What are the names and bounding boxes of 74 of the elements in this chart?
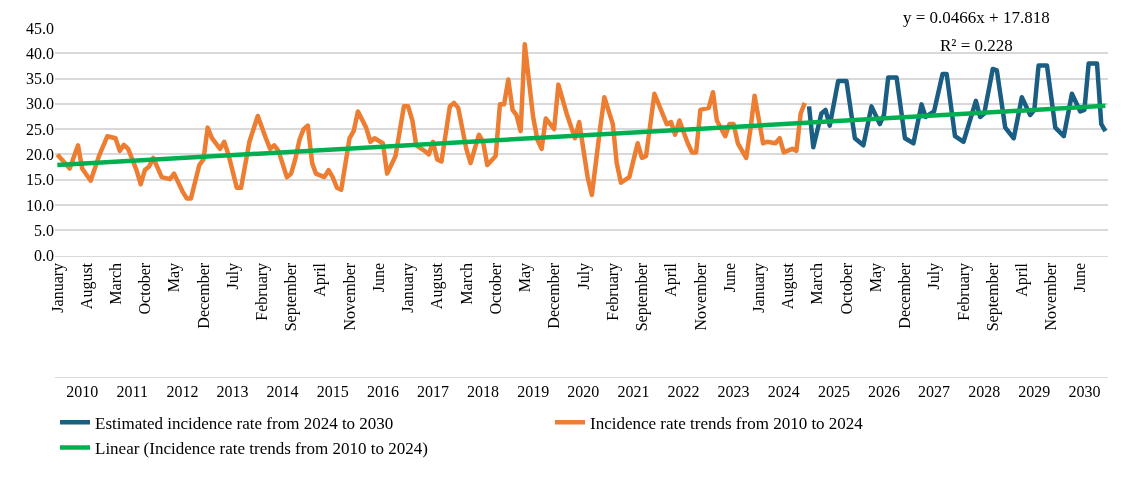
x2-tick-label: 2029 — [1018, 382, 1051, 400]
x2-tick-label: 2011 — [116, 382, 148, 400]
x-tick-label: November — [1042, 262, 1060, 331]
x2-tick-label: 2026 — [867, 382, 900, 400]
x-tick-label: September — [282, 262, 301, 332]
legend-label: Estimated incidence rate from 2024 to 2030 — [95, 413, 394, 433]
x-tick-label: February — [954, 262, 973, 321]
x-tick-label: June — [369, 262, 387, 293]
y-tick-label: 0.0 — [34, 247, 54, 265]
x2-tick-label: 2030 — [1068, 382, 1101, 400]
x2-tick-label: 2021 — [617, 382, 650, 400]
x-tick-label: May — [165, 262, 184, 293]
x2-tick-label: 2028 — [968, 382, 1001, 400]
y-tick-label: 45.0 — [26, 19, 54, 37]
annotation: R² = 0.228 — [940, 36, 1013, 55]
x-tick-label: April — [1013, 262, 1032, 297]
x-tick-label: September — [983, 262, 1002, 332]
x-tick-label: August — [77, 262, 96, 310]
x2-tick-label: 2013 — [216, 382, 249, 400]
x-tick-label: May — [866, 262, 885, 293]
x-tick-label: April — [311, 262, 330, 297]
x-tick-label: July — [223, 262, 242, 290]
x-tick-label: January — [399, 262, 418, 313]
x2-tick-label: 2024 — [767, 382, 800, 400]
x-tick-label: November — [340, 262, 358, 331]
line-series — [806, 61, 1108, 150]
x-tick-label: August — [428, 262, 447, 310]
x2-tick-label: 2018 — [467, 382, 500, 400]
x2-tick-label: 2020 — [567, 382, 600, 400]
x-tick-label: October — [486, 262, 504, 315]
x-tick-label: December — [194, 262, 212, 329]
x2-tick-label: 2015 — [316, 382, 349, 400]
x-tick-label: March — [106, 262, 124, 305]
x2-tick-label: 2010 — [66, 382, 99, 400]
x-tick-label: October — [136, 262, 154, 315]
x2-tick-label: 2025 — [817, 382, 850, 400]
x2-tick-label: 2014 — [266, 382, 299, 400]
y-tick-label: 5.0 — [34, 221, 54, 239]
x-tick-label: June — [720, 262, 738, 293]
x-tick-label: February — [253, 262, 272, 321]
x2-tick-label: 2016 — [366, 382, 399, 400]
x2-tick-label: 2023 — [717, 382, 750, 400]
x-tick-label: July — [574, 262, 593, 290]
x-tick-label: February — [604, 262, 623, 321]
x-tick-label: March — [808, 262, 826, 305]
y-tick-label: 40.0 — [26, 44, 54, 62]
y-tick-label: 15.0 — [26, 171, 54, 189]
x-tick-label: December — [545, 262, 563, 329]
x-tick-label: August — [779, 262, 798, 310]
y-tick-label: 10.0 — [26, 196, 54, 214]
y-tick-label: 35.0 — [26, 70, 54, 88]
text: y = 0.0466x + 17.818 — [903, 8, 1050, 27]
legend-label: Incidence rate trends from 2010 to 2024 — [590, 413, 864, 433]
x-tick-label: April — [662, 262, 681, 297]
y-tick-label: 25.0 — [26, 120, 54, 138]
x-tick-label: July — [925, 262, 944, 290]
x-tick-label: November — [691, 262, 709, 331]
x-tick-label: March — [457, 262, 475, 305]
x-tick-label: September — [633, 262, 652, 332]
x-tick-label: May — [515, 262, 534, 293]
x-tick-label: January — [750, 262, 769, 313]
x2-tick-label: 2027 — [918, 382, 951, 400]
x-tick-label: October — [837, 262, 855, 315]
x2-tick-label: 2017 — [416, 382, 449, 400]
x-tick-label: December — [896, 262, 914, 329]
y-tick-label: 20.0 — [26, 146, 54, 164]
x2-tick-label: 2012 — [166, 382, 199, 400]
y-tick-label: 30.0 — [26, 95, 54, 113]
x-tick-label: January — [48, 262, 67, 313]
x-tick-label: June — [1071, 262, 1089, 293]
x2-tick-label: 2019 — [517, 382, 550, 400]
line-series — [55, 41, 808, 201]
legend-label: Linear (Incidence rate trends from 2010 to 2024) — [95, 439, 428, 459]
x2-tick-label: 2022 — [667, 382, 700, 400]
